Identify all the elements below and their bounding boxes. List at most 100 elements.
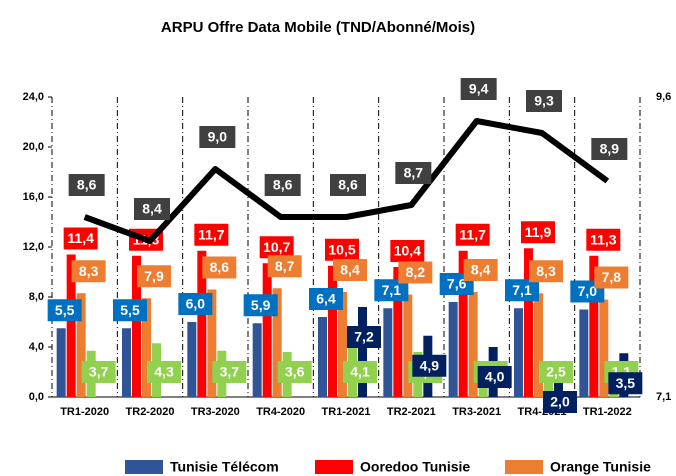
value-label-box — [347, 326, 381, 348]
bar — [56, 328, 66, 397]
x-tick-label: TR4-2020 — [256, 406, 305, 418]
value-label-box — [390, 240, 425, 262]
value-label-box — [264, 174, 301, 196]
x-tick-label: TR1-2021 — [322, 406, 371, 418]
value-label: 8,7 — [275, 258, 295, 274]
value-label-box — [330, 174, 366, 196]
chart-title: ARPU Offre Data Mobile (TND/Abonné/Mois) — [161, 19, 475, 36]
value-label: 3,5 — [616, 375, 636, 391]
bar — [318, 317, 327, 397]
value-label-box — [543, 391, 577, 413]
value-label: 4,1 — [350, 364, 370, 380]
value-label: 4,0 — [485, 369, 505, 385]
value-label: 7,6 — [447, 276, 467, 292]
legend-label: Ooredoo Tunisie — [360, 459, 470, 475]
bar — [197, 250, 207, 397]
value-label: 9,4 — [469, 81, 489, 97]
value-label: 5,5 — [55, 302, 75, 318]
value-label: 3,6 — [285, 364, 305, 380]
value-label: 7,8 — [602, 269, 622, 285]
value-label-box — [333, 259, 367, 281]
value-label: 8,6 — [210, 259, 230, 275]
x-tick-label: TR3-2021 — [452, 406, 501, 418]
value-label-box — [505, 279, 539, 302]
bar — [534, 293, 543, 397]
value-label-box — [137, 265, 171, 288]
value-label-box — [526, 90, 562, 112]
value-label: 9,3 — [534, 93, 554, 109]
bar — [458, 250, 468, 397]
value-label: 8,4 — [471, 262, 491, 278]
y-tick-label: 24,0 — [23, 91, 44, 103]
value-label-box — [194, 223, 229, 246]
value-label-box — [455, 223, 490, 246]
value-label-box — [521, 221, 555, 244]
value-label-box — [591, 138, 628, 160]
legend-swatch — [505, 460, 543, 474]
value-label: 8,3 — [79, 263, 99, 279]
value-label: 11,7 — [198, 226, 225, 242]
value-label: 7,0 — [578, 283, 598, 299]
value-label-box — [178, 293, 213, 315]
value-label: 8,4 — [340, 262, 360, 278]
bar — [252, 323, 262, 397]
y-tick-label: 8,0 — [29, 291, 44, 303]
value-label: 3,7 — [89, 364, 109, 380]
value-label: 7,1 — [382, 282, 402, 298]
legend-swatch — [125, 460, 163, 474]
value-label-box — [243, 294, 278, 317]
x-tick-label: TR1-2022 — [583, 406, 632, 418]
bar — [132, 255, 141, 397]
value-label-box — [212, 361, 247, 383]
value-label: 6,4 — [316, 291, 336, 307]
bar — [524, 248, 533, 397]
line — [83, 118, 610, 244]
value-label-box — [477, 366, 512, 388]
bar — [122, 328, 131, 397]
value-label-box — [309, 288, 343, 310]
value-label: 11,9 — [525, 224, 552, 240]
x-tick-label: TR3-2020 — [191, 406, 240, 418]
value-label-box — [395, 162, 432, 184]
value-label: 10,7 — [263, 239, 290, 255]
value-label-box — [71, 260, 106, 283]
bar — [589, 255, 599, 397]
y-tick-label: 20,0 — [23, 141, 44, 153]
value-label: 7,1 — [512, 282, 532, 298]
value-label: 7,9 — [144, 268, 164, 284]
value-label-box — [325, 238, 359, 261]
bar — [393, 267, 403, 397]
legend-label: Orange Tunisie — [550, 459, 651, 475]
value-label: 8,4 — [142, 201, 162, 217]
bar — [468, 292, 478, 397]
bar — [142, 298, 151, 397]
y-tick-label: 16,0 — [23, 191, 44, 203]
bar — [579, 309, 589, 397]
value-label: 5,9 — [251, 297, 271, 313]
x-tick-label: TR1-2020 — [60, 406, 109, 418]
value-label: 8,6 — [77, 177, 97, 193]
value-label: 10,4 — [394, 243, 421, 259]
value-label-box — [277, 361, 312, 383]
bar — [448, 302, 458, 397]
y-tick-label: 12,0 — [23, 241, 44, 253]
value-label: 8,3 — [536, 263, 556, 279]
value-label: 4,9 — [420, 357, 440, 373]
value-label: 4,3 — [154, 364, 174, 380]
value-label-box — [47, 299, 82, 322]
value-label-box — [267, 255, 302, 278]
value-label-box — [259, 236, 294, 259]
value-label: 2,5 — [546, 364, 566, 380]
value-label-box — [81, 361, 116, 383]
bar — [403, 294, 413, 397]
value-label-box — [113, 299, 147, 322]
value-label: 5,5 — [120, 302, 140, 318]
value-label: 8,9 — [600, 141, 620, 157]
value-label-box — [68, 174, 105, 196]
bar — [514, 308, 523, 397]
bar — [358, 307, 367, 397]
y2-tick-label: 7,1 — [656, 391, 671, 403]
bar — [338, 292, 347, 397]
value-label-box — [343, 361, 377, 383]
